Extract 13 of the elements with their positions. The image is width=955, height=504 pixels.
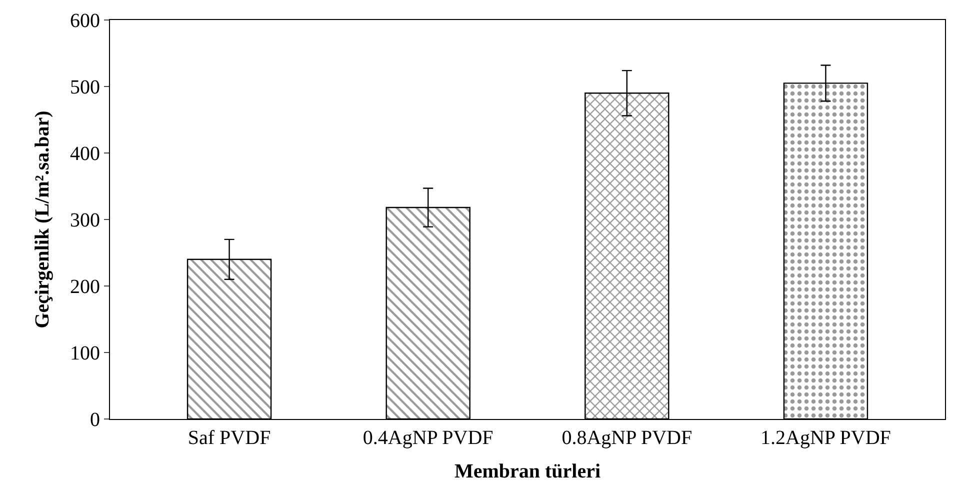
x-tick-label: 0.8AgNP PVDF xyxy=(562,427,692,449)
y-tick-label: 500 xyxy=(70,76,100,98)
x-tick-label: 0.4AgNP PVDF xyxy=(362,427,494,449)
y-axis-title: Geçirgenlik (L/m².sa.bar) xyxy=(32,110,54,328)
y-tick-label: 300 xyxy=(70,210,100,232)
x-tick-label: Saf PVDF xyxy=(188,427,271,449)
y-tick-label: 600 xyxy=(70,10,100,32)
y-tick-label: 100 xyxy=(70,342,100,364)
x-tick-label: 1.2AgNP PVDF xyxy=(760,427,891,449)
y-tick-label: 400 xyxy=(70,143,100,165)
y-tick-label: 200 xyxy=(70,276,100,298)
y-tick-label: 0 xyxy=(90,409,100,431)
x-axis-title: Membran türleri xyxy=(454,460,601,482)
